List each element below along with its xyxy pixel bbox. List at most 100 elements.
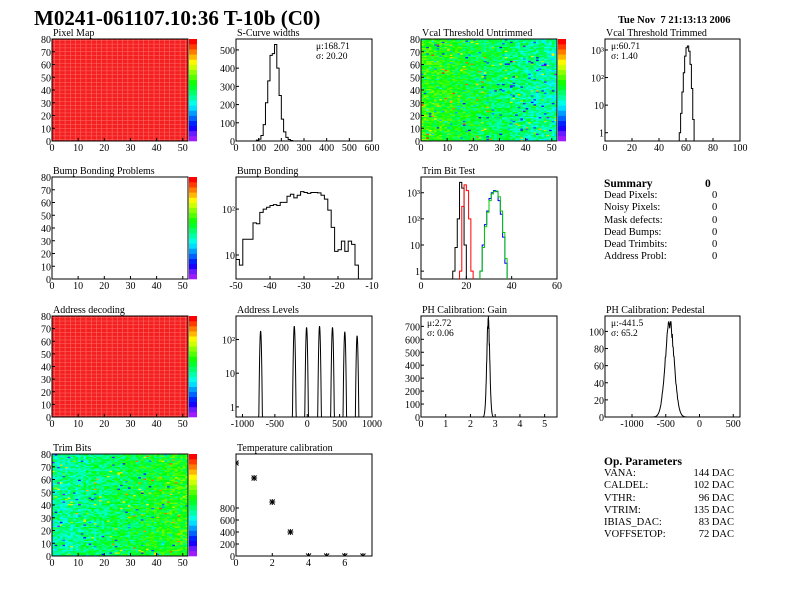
heatmap-cell bbox=[462, 56, 466, 59]
heatmap-cell bbox=[486, 83, 490, 86]
heatmap-cell bbox=[462, 44, 466, 46]
heatmap-cell bbox=[475, 114, 479, 116]
heatmap-cell bbox=[536, 77, 539, 79]
heatmap-cell bbox=[533, 134, 537, 137]
heatmap-cell bbox=[475, 110, 479, 112]
heatmap-cell bbox=[523, 134, 526, 137]
heatmap-cell bbox=[59, 539, 63, 541]
heatmap-cell bbox=[541, 53, 545, 55]
heatmap-cell bbox=[468, 93, 471, 96]
heatmap-cell bbox=[447, 106, 451, 109]
heatmap-cell bbox=[462, 102, 466, 105]
heatmap-cell bbox=[421, 61, 424, 64]
heatmap-cell bbox=[528, 96, 532, 98]
heatmap-cell bbox=[499, 41, 503, 44]
heatmap-cell bbox=[475, 98, 479, 101]
heatmap-cell bbox=[434, 51, 437, 54]
heatmap-cell bbox=[447, 70, 451, 73]
heatmap-cell bbox=[423, 137, 427, 139]
heatmap-cell bbox=[504, 69, 508, 72]
heatmap-cell bbox=[483, 116, 487, 119]
heatmap-cell bbox=[546, 90, 550, 92]
heatmap-cell bbox=[460, 137, 464, 139]
heatmap-cell bbox=[57, 553, 61, 556]
heatmap-cell bbox=[54, 479, 58, 482]
heatmap-cell bbox=[502, 41, 505, 44]
heatmap-cell bbox=[546, 50, 550, 53]
heatmap-cell bbox=[465, 46, 469, 49]
heatmap-cell bbox=[423, 74, 427, 77]
heatmap-cell bbox=[426, 70, 430, 73]
heatmap-cell bbox=[489, 125, 492, 128]
heatmap-cell bbox=[496, 91, 500, 93]
color-palette-band bbox=[558, 90, 566, 96]
heatmap-cell bbox=[475, 46, 479, 49]
heatmap-cell bbox=[523, 93, 526, 96]
heatmap-cell bbox=[499, 68, 503, 70]
heatmap-cell bbox=[449, 45, 453, 47]
heatmap-cell bbox=[504, 78, 508, 81]
color-palette-band bbox=[558, 49, 566, 55]
heatmap-cell bbox=[496, 69, 500, 72]
heatmap-cell bbox=[478, 39, 482, 41]
y-tick-label: 40 bbox=[41, 86, 51, 97]
heatmap-cell bbox=[483, 124, 487, 126]
heatmap-cell bbox=[457, 64, 461, 67]
heatmap-cell bbox=[57, 531, 61, 534]
heatmap-cell bbox=[483, 70, 487, 73]
heatmap-cell bbox=[436, 98, 440, 101]
heatmap-cell bbox=[549, 44, 553, 46]
heatmap-cell bbox=[536, 132, 539, 134]
heatmap-cell bbox=[536, 100, 539, 102]
heatmap-cell bbox=[533, 111, 537, 114]
heatmap-cell bbox=[59, 549, 63, 552]
heatmap-cell bbox=[452, 116, 456, 119]
heatmap-cell bbox=[59, 496, 63, 498]
heatmap-cell bbox=[465, 128, 469, 130]
heatmap-cell bbox=[546, 42, 550, 45]
heatmap-cell bbox=[496, 92, 500, 95]
heatmap-cell bbox=[426, 75, 430, 78]
heatmap-cell bbox=[434, 39, 437, 41]
heatmap-cell bbox=[554, 128, 558, 130]
heatmap-cell bbox=[426, 106, 430, 109]
heatmap-cell bbox=[538, 64, 542, 67]
heatmap-cell bbox=[431, 91, 435, 93]
heatmap-cell bbox=[530, 84, 534, 87]
heatmap-cell bbox=[504, 51, 508, 54]
heatmap-cell bbox=[428, 133, 432, 135]
heatmap-cell bbox=[441, 126, 445, 129]
heatmap-cell bbox=[549, 115, 553, 118]
heatmap-cell bbox=[499, 74, 503, 77]
heatmap-cell bbox=[541, 44, 545, 46]
heatmap-cell bbox=[470, 115, 474, 118]
heatmap-cell bbox=[59, 506, 63, 508]
heatmap-cell bbox=[434, 97, 437, 100]
heatmap-cell bbox=[59, 541, 63, 544]
heatmap-cell bbox=[475, 41, 479, 44]
heatmap-cell bbox=[57, 460, 61, 462]
heatmap-cell bbox=[428, 45, 432, 47]
color-palette-band bbox=[189, 273, 197, 280]
heatmap-cell bbox=[455, 51, 458, 54]
heatmap-cell bbox=[502, 77, 505, 79]
heatmap-cell bbox=[54, 539, 58, 541]
heatmap-cell bbox=[57, 499, 61, 502]
heatmap-cell bbox=[439, 45, 443, 47]
heatmap-cell bbox=[431, 56, 435, 59]
heatmap-cell bbox=[426, 53, 430, 55]
heatmap-cell bbox=[470, 126, 474, 129]
chart-title: Trim Bit Test bbox=[422, 166, 475, 177]
heatmap-cell bbox=[546, 121, 550, 124]
heatmap-cell bbox=[538, 91, 542, 93]
heatmap-cell bbox=[57, 513, 61, 516]
heatmap-cell bbox=[444, 55, 448, 58]
heatmap-cell bbox=[462, 72, 466, 74]
heatmap-cell bbox=[533, 63, 537, 65]
heatmap-cell bbox=[455, 134, 458, 137]
heatmap-cell bbox=[441, 110, 445, 112]
heatmap-cell bbox=[449, 102, 453, 105]
heatmap-cell bbox=[541, 39, 545, 41]
heatmap-cell bbox=[481, 102, 485, 105]
